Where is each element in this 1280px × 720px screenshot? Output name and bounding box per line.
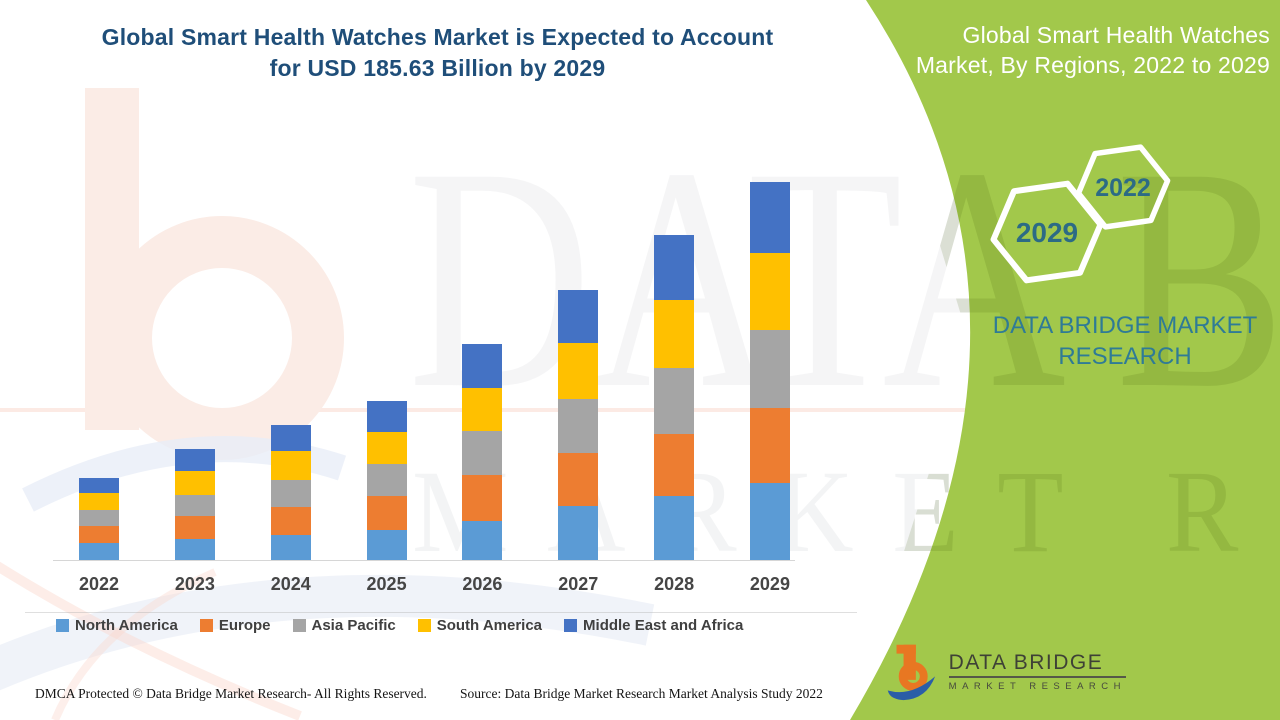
- bar-segment-north-america: [79, 542, 119, 560]
- bar-segment-south-america: [174, 471, 215, 496]
- x-axis-label-2025: 2025: [366, 574, 407, 594]
- bar-segment-asia-pacific: [366, 464, 407, 496]
- bar-segment-europe: [366, 495, 407, 531]
- bar-segment-asia-pacific: [270, 479, 311, 508]
- bar-segment-south-america: [462, 388, 503, 431]
- data-bridge-logo-icon: [887, 644, 936, 701]
- legend-item-asia-pacific: Asia Pacific: [292, 617, 396, 634]
- chart-title-line1: Global Smart Health Watches Market is Ex…: [101, 24, 774, 50]
- logo-subtitle: MARKET RESEARCH: [948, 681, 1126, 692]
- bar-2025: [366, 401, 407, 560]
- x-axis-label-2026: 2026: [462, 574, 503, 594]
- legend-label: Europe: [218, 617, 271, 634]
- bar-segment-south-america: [558, 342, 599, 399]
- legend-label: North America: [75, 617, 178, 634]
- year-hexagons: 2022 2029: [990, 144, 1171, 284]
- x-axis-label-2023: 2023: [174, 574, 215, 594]
- bar-segment-asia-pacific: [79, 509, 119, 526]
- bar-segment-north-america: [174, 538, 215, 560]
- hexagon-2022-label: 2022: [1095, 174, 1151, 202]
- bar-segment-south-america: [79, 493, 119, 510]
- hexagon-2022: [1075, 144, 1171, 230]
- footer-dmca-text: DMCA Protected © Data Bridge Market Rese…: [35, 686, 427, 701]
- bar-2027: [558, 289, 599, 560]
- bar-segment-europe: [462, 475, 503, 521]
- bar-segment-europe: [79, 525, 119, 543]
- bar-segment-asia-pacific: [749, 330, 790, 408]
- legend-label: Middle East and Africa: [583, 617, 744, 634]
- bar-segment-asia-pacific: [174, 495, 215, 516]
- stacked-bar-plot: [79, 150, 790, 560]
- data-bridge-logo: DATA BRIDGE MARKET RESEARCH: [886, 634, 1126, 710]
- data-bridge-logo-text: DATA BRIDGE MARKET RESEARCH: [948, 651, 1126, 692]
- bar-segment-south-america: [270, 450, 311, 480]
- bar-segment-south-america: [366, 431, 407, 465]
- chart-title: Global Smart Health Watches Market is Ex…: [55, 22, 820, 84]
- bar-2024: [270, 424, 311, 560]
- bar-segment-middle-east-and-africa: [270, 424, 311, 451]
- bar-segment-middle-east-and-africa: [654, 235, 695, 301]
- bar-segment-middle-east-and-africa: [174, 449, 215, 472]
- bar-segment-south-america: [749, 252, 790, 331]
- bar-2028: [654, 235, 695, 560]
- legend-item-middle-east-and-africa: Middle East and Africa: [564, 617, 743, 634]
- bar-segment-asia-pacific: [654, 368, 695, 435]
- x-axis-line: [53, 560, 795, 561]
- footer-source-text: Source: Data Bridge Market Research Mark…: [460, 686, 823, 701]
- bar-segment-north-america: [654, 495, 695, 560]
- legend-swatch-icon: [199, 619, 213, 632]
- legend-label: South America: [436, 617, 543, 634]
- bar-2022: [79, 477, 119, 560]
- legend-item-north-america: North America: [56, 617, 178, 634]
- x-axis-label-2029: 2029: [749, 574, 790, 594]
- bar-segment-asia-pacific: [558, 398, 599, 453]
- legend-item-south-america: South America: [417, 617, 543, 634]
- brand-wordmark-line1: DATA BRIDGE MARKET: [992, 312, 1258, 339]
- hexagon-2029-label: 2029: [1016, 217, 1078, 248]
- legend-swatch-icon: [417, 619, 431, 632]
- bar-2026: [462, 343, 503, 560]
- bar-segment-europe: [270, 507, 311, 535]
- bar-segment-europe: [558, 452, 599, 506]
- brand-wordmark-line2: RESEARCH: [1058, 343, 1192, 370]
- x-axis-labels: 2022 2023 2024 2025 2026 2027 2028 2029: [79, 574, 790, 595]
- logo-name: DATA BRIDGE: [948, 651, 1104, 674]
- legend-item-europe: Europe: [199, 617, 271, 634]
- bar-segment-middle-east-and-africa: [558, 289, 599, 343]
- chart-title-line2: for USD 185.63 Billion by 2029: [269, 55, 606, 81]
- chart-legend: North America Europe Asia Pacific South Ame…: [56, 617, 836, 634]
- bar-segment-north-america: [462, 520, 503, 560]
- hexagon-2029: [990, 180, 1104, 284]
- bar-segment-middle-east-and-africa: [79, 477, 119, 494]
- bar-segment-north-america: [749, 482, 790, 560]
- legend-swatch-icon: [56, 619, 69, 632]
- bar-2029: [749, 182, 790, 560]
- bar-segment-middle-east-and-africa: [462, 343, 503, 389]
- bar-segment-europe: [654, 434, 695, 496]
- legend-swatch-icon: [292, 619, 306, 632]
- x-axis-label-2027: 2027: [558, 574, 599, 594]
- x-axis-label-2024: 2024: [270, 574, 311, 594]
- side-panel-title-line2: Market, By Regions, 2022 to 2029: [915, 52, 1270, 78]
- bar-segment-middle-east-and-africa: [749, 182, 790, 253]
- bar-segment-asia-pacific: [462, 430, 503, 476]
- legend-swatch-icon: [564, 619, 578, 632]
- legend-label: Asia Pacific: [311, 617, 396, 634]
- bar-segment-south-america: [654, 300, 695, 369]
- brand-wordmark: DATA BRIDGE MARKET RESEARCH: [990, 310, 1260, 372]
- bar-segment-europe: [174, 515, 215, 539]
- bar-segment-north-america: [558, 505, 599, 560]
- bar-segment-middle-east-and-africa: [366, 401, 407, 432]
- legend-separator-line: [25, 612, 857, 613]
- bar-segment-north-america: [366, 530, 407, 560]
- side-panel-title-line1: Global Smart Health Watches: [962, 22, 1270, 48]
- bar-2023: [174, 449, 215, 560]
- side-panel-title: Global Smart Health Watches Market, By R…: [880, 20, 1270, 80]
- bar-segment-europe: [749, 407, 790, 483]
- bar-segment-north-america: [270, 534, 311, 560]
- logo-underline: [948, 676, 1126, 678]
- x-axis-label-2022: 2022: [79, 574, 120, 594]
- x-axis-label-2028: 2028: [654, 574, 695, 594]
